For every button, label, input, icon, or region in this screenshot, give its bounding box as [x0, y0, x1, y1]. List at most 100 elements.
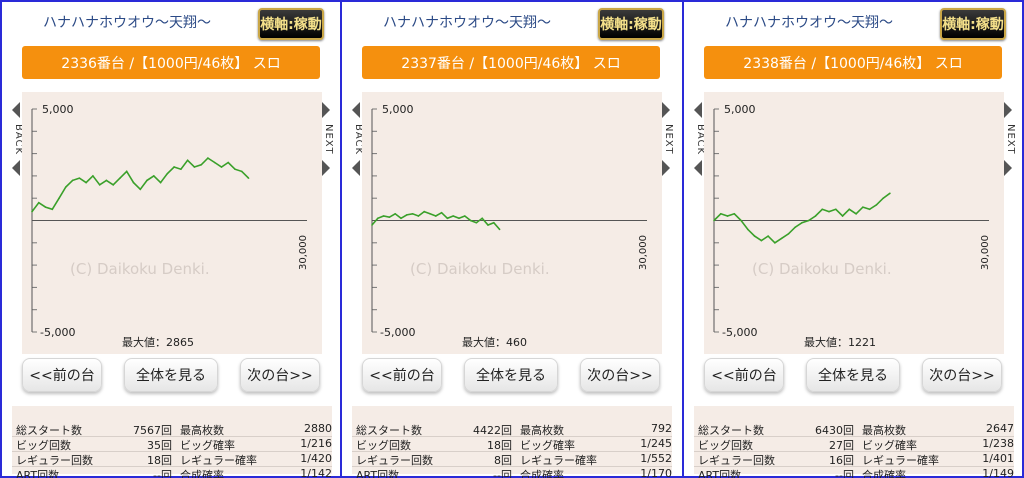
prev-machine-button[interactable]: <<前の台	[704, 358, 784, 392]
slot-panel: ハナハナホウオウ〜天翔〜 横軸:稼動 2337番台 /【1000円/46枚】 スロ B…	[342, 2, 680, 478]
panel-divider	[340, 0, 342, 478]
stats-row: 総スタート数 4422回 最高枚数 792	[352, 422, 672, 437]
watermark: (C) Daikoku Denki.	[410, 260, 550, 278]
data-point	[132, 181, 135, 184]
stat-label: ビッグ確率	[180, 439, 235, 452]
stat-value: 792	[651, 422, 672, 435]
axis-toggle-button[interactable]: 横軸:稼動	[940, 8, 1006, 40]
next-arrow-down-icon[interactable]	[322, 160, 330, 176]
data-point	[862, 206, 864, 208]
stats-row: ビッグ回数 27回 ビッグ確率 1/238	[694, 437, 1014, 452]
stat-value: 18回	[487, 439, 512, 452]
stat-divider	[694, 466, 1014, 467]
next-arrow-down-icon[interactable]	[1004, 160, 1012, 176]
slump-chart: 5,000 -5,000 30,000 (C) Daikoku Denki. 最大値：4…	[362, 92, 662, 354]
next-label[interactable]: NEXT	[1005, 124, 1016, 155]
max-value-label: 最大値：460	[462, 335, 527, 349]
stat-label: 最高枚数	[180, 424, 224, 437]
slot-panel: ハナハナホウオウ〜天翔〜 横軸:稼動 2338番台 /【1000円/46枚】 スロ B…	[684, 2, 1022, 478]
data-point	[475, 221, 478, 224]
data-point	[726, 215, 729, 217]
axis-toggle-button[interactable]: 横軸:稼動	[598, 8, 664, 40]
data-point	[92, 175, 94, 177]
data-point	[173, 166, 175, 168]
data-point	[807, 219, 810, 222]
stat-label: ビッグ確率	[520, 439, 575, 452]
data-point	[51, 208, 54, 211]
view-all-button[interactable]: 全体を見る	[806, 358, 900, 392]
stat-label: レギュラー確率	[862, 454, 939, 467]
stat-label: レギュラー確率	[180, 454, 257, 467]
prev-machine-button[interactable]: <<前の台	[22, 358, 102, 392]
axis-toggle-button[interactable]: 横軸:稼動	[258, 8, 324, 40]
stats-row: レギュラー回数 18回 レギュラー確率 1/420	[12, 452, 332, 467]
next-arrow-up-icon[interactable]	[662, 102, 670, 118]
next-machine-button[interactable]: 次の台>>	[922, 358, 1002, 392]
next-label[interactable]: NEXT	[323, 124, 334, 155]
data-point	[423, 210, 425, 213]
back-arrow-up-icon[interactable]	[694, 102, 702, 118]
stat-label: レギュラー確率	[520, 454, 597, 467]
stat-value: 1/170	[640, 467, 672, 478]
stat-label: 合成確率	[520, 469, 564, 478]
back-arrow-down-icon[interactable]	[12, 160, 20, 176]
back-arrow-up-icon[interactable]	[352, 102, 360, 118]
watermark: (C) Daikoku Denki.	[70, 260, 210, 278]
data-point	[848, 208, 851, 211]
data-point	[213, 161, 216, 164]
stat-label: ART回数	[698, 469, 742, 478]
stats-row: ART回数 --回 合成確率 1/149	[694, 467, 1014, 478]
data-point	[733, 213, 736, 215]
stat-label: 最高枚数	[862, 424, 906, 437]
data-point	[440, 211, 443, 214]
x-right-label: 30,000	[298, 235, 309, 270]
data-point	[78, 177, 81, 179]
data-point	[234, 168, 236, 171]
prev-machine-button[interactable]: <<前の台	[362, 358, 442, 392]
next-arrow-up-icon[interactable]	[322, 102, 330, 118]
next-arrow-up-icon[interactable]	[1004, 102, 1012, 118]
data-point	[65, 186, 67, 188]
stat-value: 1/245	[640, 437, 672, 450]
stats-table: 総スタート数 7567回 最高枚数 2880 ビッグ回数 35回 ビッグ確率 1/216 レギュ…	[12, 406, 332, 478]
machine-info-bar: 2337番台 /【1000円/46枚】 スロ	[362, 46, 660, 79]
view-all-button[interactable]: 全体を見る	[464, 358, 558, 392]
data-point	[753, 235, 756, 237]
data-point	[200, 163, 202, 166]
x-right-label: 30,000	[980, 235, 991, 270]
data-point	[835, 208, 837, 211]
data-point	[105, 179, 108, 182]
stat-label: ビッグ回数	[698, 439, 753, 452]
y-top-label: 5,000	[42, 103, 74, 116]
data-point	[377, 217, 379, 220]
data-point	[112, 184, 114, 186]
data-point	[821, 208, 824, 211]
stat-divider	[352, 436, 672, 437]
data-point	[186, 159, 189, 162]
machine-title: ハナハナホウオウ〜天翔〜	[383, 15, 551, 31]
stat-label: 総スタート数	[356, 424, 422, 437]
data-point	[98, 184, 101, 186]
data-point	[875, 204, 878, 206]
next-arrow-down-icon[interactable]	[662, 160, 670, 176]
stats-table: 総スタート数 6430回 最高枚数 2647 ビッグ回数 27回 ビッグ確率 1/238 レギュ…	[694, 406, 1014, 478]
slump-chart: 5,000 -5,000 30,000 (C) Daikoku Denki. 最大値：1…	[704, 92, 1004, 354]
stat-value: 2880	[304, 422, 332, 435]
stat-label: 合成確率	[862, 469, 906, 478]
stat-value: --回	[153, 469, 172, 478]
data-point	[139, 188, 142, 191]
next-label[interactable]: NEXT	[663, 124, 674, 155]
back-arrow-down-icon[interactable]	[694, 160, 702, 176]
back-arrow-down-icon[interactable]	[352, 160, 360, 176]
next-machine-button[interactable]: 次の台>>	[240, 358, 320, 392]
data-point	[469, 219, 472, 222]
stat-value: 1/238	[982, 437, 1014, 450]
machine-info-bar: 2338番台 /【1000円/46枚】 スロ	[704, 46, 1002, 79]
view-all-button[interactable]: 全体を見る	[124, 358, 218, 392]
stat-value: 1/142	[300, 467, 332, 478]
back-arrow-up-icon[interactable]	[12, 102, 20, 118]
stats-table: 総スタート数 4422回 最高枚数 792 ビッグ回数 18回 ビッグ確率 1/245 レギュラ…	[352, 406, 672, 478]
x-right-label: 30,000	[638, 235, 649, 270]
stat-divider	[694, 436, 1014, 437]
next-machine-button[interactable]: 次の台>>	[580, 358, 660, 392]
